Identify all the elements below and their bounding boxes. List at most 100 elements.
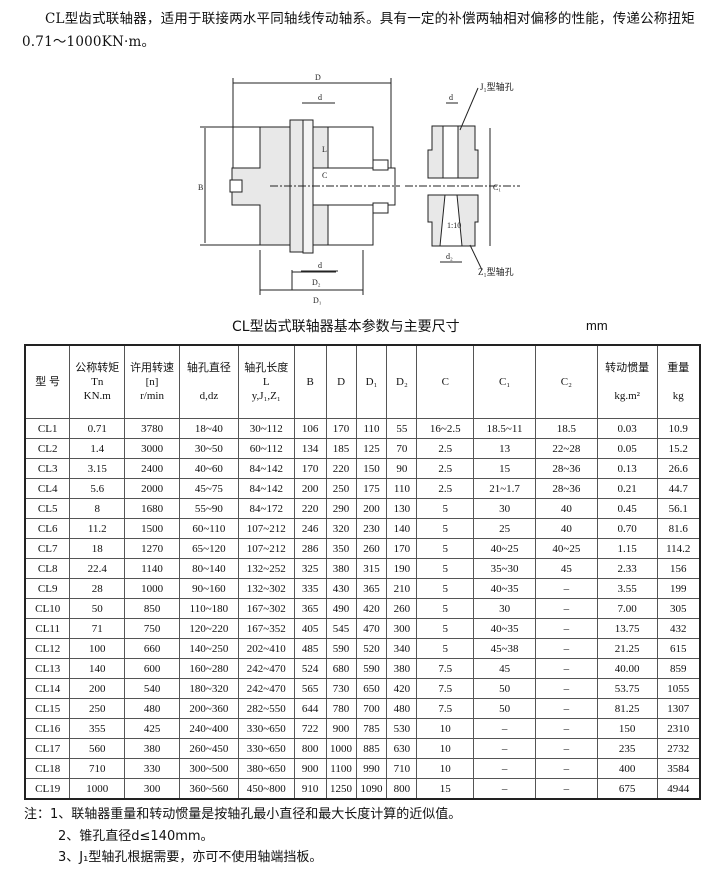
table-cell: 167~302 [237, 598, 295, 619]
table-cell: – [534, 638, 598, 659]
table-cell: 45~38 [473, 638, 536, 659]
table-cell: CL4 [24, 478, 71, 499]
table-cell: 10 [416, 718, 475, 739]
table-cell: – [534, 698, 598, 719]
label-j1-bore: J₁型轴孔 [480, 81, 514, 92]
table-cell: 132~252 [237, 558, 295, 579]
header-line: L [262, 376, 270, 388]
header-line: D [337, 376, 346, 388]
note-3: 3、J₁型轴孔根据需要，亦可不使用轴端挡板。 [58, 850, 323, 865]
table-cell: 1.15 [596, 538, 658, 559]
table-cell: 7.5 [416, 678, 475, 699]
table-cell: 3.15 [69, 458, 126, 479]
table-cell: 5 [416, 578, 475, 599]
table-cell: 170 [325, 418, 357, 439]
table-cell: 190 [386, 558, 418, 579]
table-row: CL6 11.2 1500 60~110 107~212 246 320 230 140 5 25 4… [24, 518, 701, 539]
table-cell: 80~140 [178, 558, 239, 579]
coupling-drawing: D d B L C d D₂ D₁ d d₂ 1:10 C₁ J₁型轴孔 Z₁型… [198, 73, 520, 305]
table-cell: 900 [293, 758, 327, 779]
table-cell: 432 [656, 618, 701, 639]
table-cell: 5 [416, 538, 475, 559]
header-line: [n] [145, 376, 159, 388]
table-cell: CL14 [24, 678, 71, 699]
table-cell: 0.71 [69, 418, 126, 439]
table-cell: 50 [473, 678, 536, 699]
table-cell: 615 [656, 638, 701, 659]
table-cell: 1100 [325, 758, 357, 779]
table-cell: CL8 [24, 558, 71, 579]
table-cell: 710 [386, 758, 418, 779]
table-cell: 330~650 [237, 718, 295, 739]
table-cell: 28~36 [534, 458, 598, 479]
table-cell: 250 [69, 698, 126, 719]
table-cell: 3.55 [596, 578, 658, 599]
table-cell: 200 [69, 678, 126, 699]
table-cell: 140 [386, 518, 418, 539]
table-cell: 71 [69, 618, 126, 639]
table-cell: 35~30 [473, 558, 536, 579]
table-cell: 644 [293, 698, 327, 719]
table-cell: 859 [656, 658, 701, 679]
table-cell: 480 [386, 698, 418, 719]
table-cell: 650 [355, 678, 388, 699]
table-cell: 170 [293, 458, 327, 479]
header-line: C₁ [498, 376, 511, 388]
table-cell: 590 [355, 658, 388, 679]
table-cell: 45 [534, 558, 598, 579]
table-cell: – [534, 758, 598, 779]
table-cell: 10.9 [656, 418, 701, 439]
table-cell: 675 [596, 778, 658, 800]
table-cell: 84~142 [237, 458, 295, 479]
table-cell: 1500 [124, 518, 180, 539]
table-cell: 40~35 [473, 578, 536, 599]
header-line: r/min [140, 390, 164, 402]
table-cell: 28~36 [534, 478, 598, 499]
table-row: CL19 1000 300 360~560 450~800 910 1250 1090 800 1… [24, 778, 701, 800]
table-cell: 1680 [124, 498, 180, 519]
table-cell: 2000 [124, 478, 180, 499]
table-cell: 400 [596, 758, 658, 779]
label-dz: d₂ [446, 252, 453, 261]
table-cell: 545 [325, 618, 357, 639]
header-line: 转动惯量 [605, 362, 650, 374]
table-cell: 40.00 [596, 658, 658, 679]
table-cell: 565 [293, 678, 327, 699]
table-cell: 0.70 [596, 518, 658, 539]
header-line: 重量 [667, 362, 690, 374]
header-line: Tn [91, 376, 104, 388]
table-cell: 40~25 [473, 538, 536, 559]
table-cell: 990 [355, 758, 388, 779]
header-line: 型 号 [35, 376, 61, 388]
table-cell: 1307 [656, 698, 701, 719]
table-cell: 8 [69, 498, 126, 519]
header-line: kg [672, 390, 684, 402]
table-cell: 1270 [124, 538, 180, 559]
column-header: C [416, 344, 475, 419]
table-cell: 420 [386, 678, 418, 699]
table-cell: 250 [325, 478, 357, 499]
table-cell: 350 [325, 538, 357, 559]
table-cell: 380 [325, 558, 357, 579]
table-cell: 7.5 [416, 658, 475, 679]
notes: 注：1、联轴器重量和转动惯量是按轴孔最小直径和最大长度计算的近似值。 2、锥孔直… [24, 804, 461, 869]
table-cell: 365 [293, 598, 327, 619]
table-cell: 700 [355, 698, 388, 719]
header-line: B [306, 376, 314, 388]
table-cell: 200 [355, 498, 388, 519]
table-cell: 286 [293, 538, 327, 559]
column-header: 公称转矩 Tn KN.m [69, 344, 126, 419]
table-cell: 10 [416, 738, 475, 759]
table-cell: 885 [355, 738, 388, 759]
table-cell: 1000 [124, 578, 180, 599]
table-cell: 84~172 [237, 498, 295, 519]
table-cell: CL6 [24, 518, 71, 539]
column-header: 重量 kg [656, 344, 701, 419]
table-cell: 730 [325, 678, 357, 699]
table-cell: 246 [293, 518, 327, 539]
table-cell: 60~112 [237, 438, 295, 459]
column-header: 许用转速 [n] r/min [124, 344, 180, 419]
table-cell: 0.03 [596, 418, 658, 439]
table-row: CL15 250 480 200~360 282~550 644 780 700 480 7.5 5… [24, 698, 701, 719]
